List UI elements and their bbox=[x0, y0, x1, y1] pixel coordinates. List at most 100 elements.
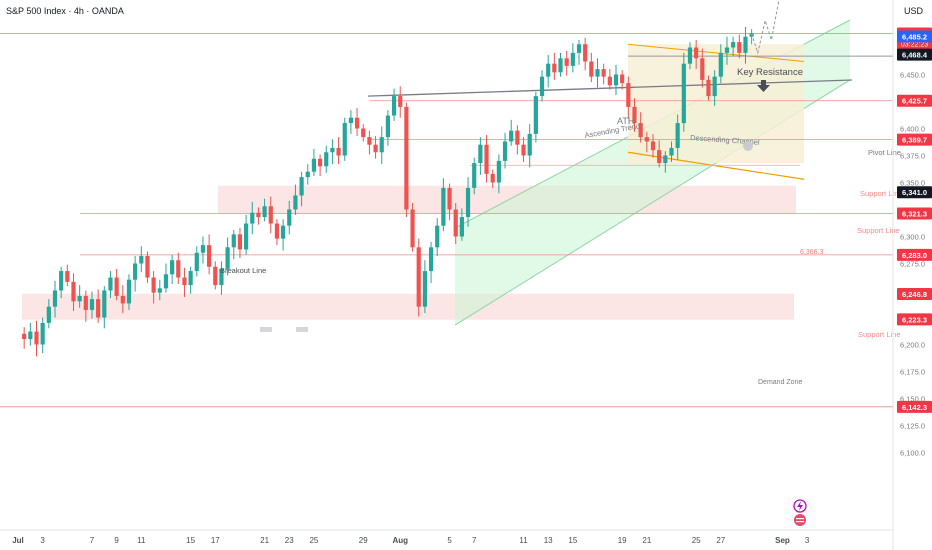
lightning-icon bbox=[797, 501, 803, 511]
candle-body bbox=[200, 245, 206, 253]
x-tick-label: 19 bbox=[618, 536, 627, 545]
candle-body bbox=[576, 44, 582, 53]
price-tag bbox=[897, 400, 932, 413]
y-tick-label: 6,175.0 bbox=[900, 368, 925, 377]
candle-body bbox=[669, 147, 674, 156]
candle-body bbox=[151, 277, 156, 293]
x-tick-label: 15 bbox=[568, 536, 577, 545]
candle-body bbox=[330, 147, 335, 153]
candle-body bbox=[385, 115, 390, 138]
y-tick-label: 6,150.0 bbox=[900, 395, 925, 404]
price-tag bbox=[897, 94, 932, 107]
y-tick-label: 6,275.0 bbox=[900, 260, 925, 269]
candle-body bbox=[478, 144, 483, 164]
support-line-2-label: Support Line bbox=[857, 226, 900, 235]
candle-body bbox=[546, 63, 551, 77]
x-tick-label: 23 bbox=[285, 536, 294, 545]
price-tag bbox=[897, 248, 932, 261]
candle-body bbox=[607, 76, 612, 86]
us-flag-event-icon[interactable] bbox=[794, 514, 806, 526]
candle-body bbox=[472, 163, 477, 188]
candle-body bbox=[724, 47, 730, 53]
candle-body bbox=[410, 209, 415, 248]
candle-body bbox=[490, 173, 495, 183]
price-tag-label: 6,389.7 bbox=[902, 136, 927, 145]
candle-body bbox=[435, 225, 440, 248]
candle-body bbox=[96, 299, 101, 318]
y-tick-label: 6,125.0 bbox=[900, 422, 925, 431]
candle-body bbox=[133, 263, 138, 280]
candle-body bbox=[367, 137, 372, 145]
candle-body bbox=[280, 225, 286, 239]
breakout-marker-1 bbox=[260, 327, 272, 332]
candle-body bbox=[484, 144, 489, 174]
candle-body bbox=[34, 331, 39, 345]
candle-body bbox=[262, 206, 267, 218]
candle-body bbox=[157, 288, 162, 293]
price-tag-label: 6,341.0 bbox=[902, 188, 927, 197]
candle-body bbox=[59, 271, 64, 291]
y-tick-label: 6,300.0 bbox=[900, 233, 925, 242]
candle-body bbox=[465, 187, 471, 218]
candle-body bbox=[626, 83, 631, 107]
candle-body bbox=[77, 295, 82, 302]
x-tick-label: 27 bbox=[716, 536, 725, 545]
price-tag bbox=[897, 313, 932, 326]
candle-body bbox=[398, 96, 403, 107]
chart-title: S&P 500 Index · 4h · OANDA bbox=[6, 6, 124, 16]
x-tick-label: 9 bbox=[114, 536, 119, 545]
candle-body bbox=[570, 52, 575, 66]
candle-body bbox=[65, 271, 70, 282]
candle-body bbox=[700, 58, 705, 80]
candle-body bbox=[681, 63, 686, 124]
x-tick-label: Aug bbox=[392, 536, 408, 545]
candle-body bbox=[694, 47, 699, 59]
candle-body bbox=[521, 144, 526, 156]
demand-zone-box bbox=[22, 293, 794, 320]
price-tag bbox=[897, 207, 932, 220]
candle-body bbox=[102, 290, 107, 318]
candle-body bbox=[250, 212, 255, 224]
candle-body bbox=[441, 187, 446, 226]
candle-body bbox=[225, 247, 230, 269]
breakout-line-label: Breakout Line bbox=[220, 266, 266, 275]
price-tag-label: 6,142.3 bbox=[902, 403, 927, 412]
candle-body bbox=[552, 63, 557, 73]
candle-body bbox=[170, 260, 175, 275]
candle-body bbox=[256, 212, 261, 218]
candle-body bbox=[108, 277, 113, 291]
candle-body bbox=[22, 333, 27, 340]
candle-body bbox=[348, 117, 354, 124]
candle-body bbox=[447, 187, 452, 210]
candle-body bbox=[311, 158, 317, 172]
x-tick-label: 29 bbox=[359, 536, 368, 545]
countdown-label: 03:22:23 bbox=[901, 41, 928, 48]
candle-body bbox=[731, 42, 736, 48]
candle-body bbox=[207, 245, 212, 267]
forecast-path bbox=[751, 0, 780, 55]
key-resistance-label: Key Resistance bbox=[737, 67, 803, 78]
candle-body bbox=[145, 255, 150, 278]
candle-body bbox=[293, 195, 298, 210]
candle-body bbox=[564, 58, 569, 66]
candle-body bbox=[336, 147, 341, 156]
candle-body bbox=[213, 266, 218, 286]
candle-body bbox=[361, 128, 366, 138]
x-tick-label: 21 bbox=[642, 536, 651, 545]
candle-body bbox=[453, 209, 458, 237]
candle-body bbox=[379, 137, 384, 153]
currency-label: USD bbox=[904, 6, 924, 16]
candle-body bbox=[52, 290, 58, 307]
candle-body bbox=[342, 123, 347, 156]
candle-body bbox=[737, 42, 742, 53]
price-tag-label: 6,468.4 bbox=[902, 51, 928, 60]
y-tick-label: 6,375.0 bbox=[900, 152, 925, 161]
price-tag bbox=[897, 133, 932, 146]
flag-stripe bbox=[796, 521, 804, 523]
demand-zone-label: Demand Zone bbox=[758, 379, 802, 386]
candle-body bbox=[317, 158, 323, 167]
y-tick-label: 6,450.0 bbox=[900, 71, 925, 80]
candle-body bbox=[287, 209, 292, 226]
